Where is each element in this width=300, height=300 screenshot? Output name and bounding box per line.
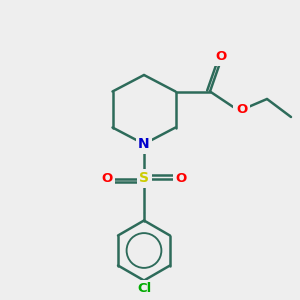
Text: O: O — [176, 172, 187, 185]
Text: S: S — [139, 172, 149, 185]
Text: O: O — [101, 172, 112, 185]
Text: O: O — [236, 103, 247, 116]
Text: N: N — [138, 137, 150, 151]
Text: Cl: Cl — [137, 282, 151, 296]
Text: O: O — [215, 50, 226, 64]
